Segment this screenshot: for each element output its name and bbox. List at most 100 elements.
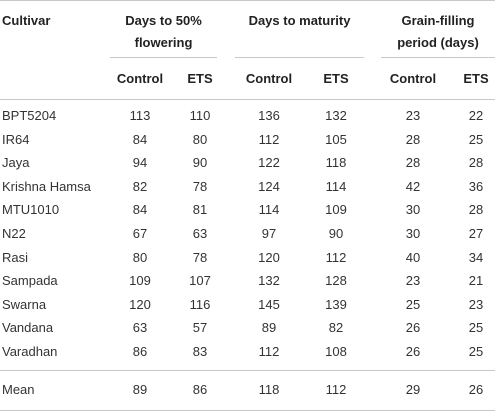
table-row-cell: 80	[132, 250, 148, 265]
table-row-cell: 84	[132, 202, 148, 217]
header-days-to-flowering: Days to 50%	[125, 13, 202, 28]
group3-underline	[381, 57, 495, 58]
table-row-cell: 25	[468, 320, 484, 335]
table-row-cell: 82	[328, 320, 344, 335]
table-row-cultivar: MTU1010	[2, 202, 60, 217]
table-row-cell: 108	[325, 344, 347, 359]
table-row-cultivar: Krishna Hamsa	[2, 179, 91, 194]
table-top-rule	[0, 0, 495, 1]
table-row-cell: 136	[258, 108, 280, 123]
mean-row-cell: 89	[132, 382, 148, 397]
header-cultivar: Cultivar	[2, 13, 51, 28]
table-row-cell: 112	[258, 344, 280, 359]
table-row-cultivar: Jaya	[2, 155, 30, 170]
table-row-cell: 86	[132, 344, 148, 359]
table-row-cell: 63	[192, 226, 208, 241]
mean-row-cell: 26	[468, 382, 484, 397]
header-bottom-rule	[0, 99, 495, 100]
table-row-cell: 67	[132, 226, 148, 241]
table-row-cell: 25	[468, 344, 484, 359]
table-row-cell: 27	[468, 226, 484, 241]
table-row-cell: 105	[325, 132, 347, 147]
mean-separator-rule	[0, 370, 495, 371]
table-row-cell: 84	[132, 132, 148, 147]
subheader-control: Control	[389, 71, 437, 86]
subheader-ets: ETS	[187, 71, 213, 86]
table-row-cell: 114	[258, 202, 280, 217]
table-row-cultivar: Sampada	[2, 273, 58, 288]
table-row-cultivar: Varadhan	[2, 344, 58, 359]
table-row-cultivar: N22	[2, 226, 26, 241]
table-row-cell: 132	[325, 108, 347, 123]
table-row-cell: 30	[405, 202, 421, 217]
table-row-cell: 40	[405, 250, 421, 265]
table-row-cell: 113	[129, 108, 151, 123]
table-row-cell: 26	[405, 344, 421, 359]
table-row-cell: 145	[258, 297, 280, 312]
table-row-cell: 30	[405, 226, 421, 241]
table-row-cultivar: Rasi	[2, 250, 29, 265]
mean-row-cultivar: Mean	[2, 382, 35, 397]
table-row-cultivar: BPT5204	[2, 108, 57, 123]
table-row-cell: 90	[192, 155, 208, 170]
table-row-cell: 109	[325, 202, 347, 217]
table-row-cultivar: Vandana	[2, 320, 54, 335]
header-grain-filling: Grain-filling	[401, 13, 475, 28]
table-row-cell: 25	[405, 297, 421, 312]
table-row-cell: 116	[189, 297, 211, 312]
table-row-cell: 80	[192, 132, 208, 147]
table-row-cell: 94	[132, 155, 148, 170]
table-row-cell: 112	[325, 250, 347, 265]
subheader-control: Control	[245, 71, 293, 86]
table-row-cell: 109	[129, 273, 151, 288]
mean-row-cell: 118	[258, 382, 280, 397]
table-row-cell: 63	[132, 320, 148, 335]
table-row-cell: 112	[258, 132, 280, 147]
table-row-cell: 128	[325, 273, 347, 288]
table-row-cell: 124	[258, 179, 280, 194]
table-row-cell: 23	[468, 297, 484, 312]
table-row-cell: 78	[192, 179, 208, 194]
table-row-cell: 26	[405, 320, 421, 335]
table-row-cell: 107	[189, 273, 211, 288]
subheader-ets: ETS	[323, 71, 349, 86]
table-row-cell: 89	[261, 320, 277, 335]
table-row-cell: 118	[325, 155, 347, 170]
group2-underline	[235, 57, 364, 58]
table-row-cell: 23	[405, 273, 421, 288]
mean-row-cell: 86	[192, 382, 208, 397]
header-days-to-flowering-line2: flowering	[134, 35, 193, 50]
table-row-cell: 28	[468, 155, 484, 170]
table-row-cell: 97	[261, 226, 277, 241]
table-row-cell: 28	[405, 155, 421, 170]
table-row-cell: 110	[189, 108, 211, 123]
subheader-ets: ETS	[463, 71, 489, 86]
header-grain-filling-line2: period (days)	[397, 35, 479, 50]
table-row-cell: 36	[468, 179, 484, 194]
table-row-cell: 83	[192, 344, 208, 359]
table-row-cell: 57	[192, 320, 208, 335]
table-row-cell: 28	[468, 202, 484, 217]
table-row-cultivar: Swarna	[2, 297, 47, 312]
table-row-cell: 139	[325, 297, 347, 312]
subheader-control: Control	[116, 71, 164, 86]
table-row-cell: 78	[192, 250, 208, 265]
table-row-cell: 42	[405, 179, 421, 194]
table-row-cell: 21	[468, 273, 484, 288]
table-row-cell: 25	[468, 132, 484, 147]
table-row-cell: 34	[468, 250, 484, 265]
table-row-cell: 114	[325, 179, 347, 194]
mean-row-cell: 29	[405, 382, 421, 397]
table-row-cell: 81	[192, 202, 208, 217]
table-row-cell: 22	[468, 108, 484, 123]
mean-row-cell: 112	[325, 382, 347, 397]
table-row-cell: 23	[405, 108, 421, 123]
table-row-cell: 82	[132, 179, 148, 194]
table-row-cell: 120	[258, 250, 280, 265]
table-row-cell: 132	[258, 273, 280, 288]
table-row-cell: 122	[258, 155, 280, 170]
table-row-cell: 120	[129, 297, 151, 312]
group1-underline	[110, 57, 217, 58]
table-row-cultivar: IR64	[2, 132, 30, 147]
